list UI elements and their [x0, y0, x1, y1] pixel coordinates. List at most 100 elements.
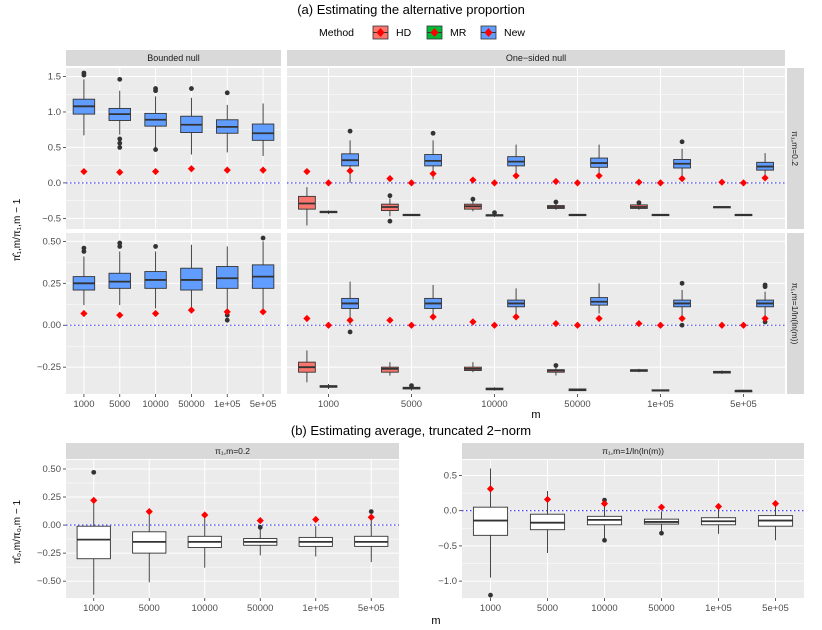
x-tick-label: 50000: [178, 399, 204, 410]
outlier-point: [602, 537, 607, 543]
panel-background: [66, 460, 399, 598]
mean-marker: [151, 309, 160, 318]
mean-marker: [486, 485, 495, 493]
y-tick-label: −1.0: [438, 576, 457, 587]
mean-marker: [512, 172, 520, 180]
mean-marker: [312, 515, 320, 524]
mean-marker: [346, 316, 354, 324]
legend: Method HD MR New: [319, 25, 525, 40]
mean-marker: [678, 175, 686, 183]
panel-a-bounded-bottom: −0.25 0.00 0.25 0.50 1000 5000 10000 50000 1e+05…: [37, 233, 281, 410]
x-tick-label: 5000: [537, 603, 558, 614]
mean-marker: [187, 306, 196, 314]
x-tick-label: 10000: [481, 399, 507, 410]
x-tick-label: 1e+05: [214, 399, 241, 410]
ylabel-part-a: π̂₁,m/π₁,m − 1: [11, 198, 23, 261]
x-tick-label: 10000: [591, 603, 617, 614]
mean-marker: [595, 172, 603, 180]
mean-marker: [429, 313, 437, 321]
panel-a-bounded-top: −0.5 0.0 0.5 1.0 1.5: [42, 68, 281, 229]
x-tick-label: 1e+05: [705, 603, 732, 614]
strip-one-sided-null: One−sided null: [287, 50, 785, 66]
outlier-point: [224, 90, 230, 96]
box-mr-10000: [485, 179, 504, 217]
y-tick-label: 0.5: [444, 470, 457, 481]
legend-item-mr: MR: [426, 25, 467, 40]
mean-marker: [116, 168, 124, 176]
outlier-point: [153, 244, 158, 249]
strip-label-row-pi-0.2: π₁,m=0.2: [790, 131, 800, 166]
box-hd-10000: [464, 176, 482, 212]
panel-a-onesided-top: [287, 68, 785, 229]
mean-marker: [201, 511, 209, 519]
outlier-point: [117, 140, 123, 146]
mean-marker: [552, 319, 560, 328]
y-tick-label: −0.25: [37, 548, 61, 559]
box-plain-50000: [243, 516, 278, 556]
box-mr-5000: [402, 321, 421, 391]
mean-marker: [552, 177, 560, 186]
outlier-point: [81, 245, 87, 251]
legend-label-hd: HD: [396, 27, 412, 39]
legend-label-mr: MR: [450, 27, 467, 39]
x-tick-label: 5e+05: [762, 603, 789, 614]
mean-marker: [151, 167, 160, 176]
x-tick-label: 1e+05: [647, 399, 674, 410]
box-plain-5e+05: [757, 500, 794, 541]
box-new-10000: [144, 244, 167, 318]
x-tick-label: 50000: [247, 603, 273, 614]
box-new-10000: [507, 288, 525, 321]
x-tick-label: 5000: [139, 603, 160, 614]
outlier-point: [553, 363, 559, 368]
mean-marker: [259, 166, 267, 174]
outlier-point: [153, 147, 158, 152]
y-tick-label: 0.0: [444, 506, 457, 517]
outlier-point: [387, 193, 393, 199]
mean-marker: [656, 321, 665, 329]
strip-label-b-pi-0.2: π₁,m=0.2: [215, 446, 250, 456]
outlier-point: [153, 86, 158, 91]
box-hd-10000: [464, 318, 482, 373]
mean-marker: [429, 170, 437, 178]
panel-background: [287, 68, 785, 229]
box-plain-50000: [643, 503, 680, 536]
box-new-50000: [590, 144, 608, 180]
box-mr-1e+05: [651, 321, 670, 392]
x-tick-label: 50000: [648, 603, 674, 614]
panels: −0.5 0.0 0.5 1.0 1.5 −0.25 0.00 0.25 0.50 1000 500…: [37, 68, 804, 614]
x-tick-label: 1e+05: [302, 603, 329, 614]
mean-marker: [635, 178, 643, 186]
box-plain-5e+05: [354, 509, 389, 563]
legend-item-hd: HD: [372, 25, 412, 40]
y-tick-label: 0.50: [43, 464, 62, 475]
box-new-1000: [341, 281, 359, 335]
y-tick-label: 0.5: [48, 142, 61, 153]
box-mr-5e+05: [734, 321, 753, 393]
box-mr-5e+05: [734, 179, 753, 217]
y-tick-label: 0.25: [43, 278, 62, 289]
title-part-a: (a) Estimating the alternative proportio…: [297, 2, 525, 17]
outlier-point: [659, 530, 664, 536]
x-tick-label: 10000: [192, 603, 218, 614]
xlabel-part-b: m: [431, 615, 440, 627]
outlier-point: [117, 136, 123, 142]
title-part-b: (b) Estimating average, truncated 2−norm: [291, 423, 531, 438]
mean-marker: [635, 319, 643, 328]
strip-label-bounded-null: Bounded null: [147, 53, 200, 63]
mean-marker: [714, 502, 723, 511]
y-tick-label: −0.25: [37, 362, 61, 373]
box-new-1e+05: [216, 246, 239, 323]
box-mr-50000: [568, 321, 587, 392]
box-mr-5000: [402, 179, 421, 217]
mean-marker: [739, 179, 748, 187]
x-tick-label: 10000: [142, 399, 168, 410]
box-new-5000: [108, 240, 131, 319]
mean-marker: [324, 321, 333, 329]
outlier-point: [488, 592, 493, 598]
box-new-50000: [590, 283, 608, 323]
outlier-point: [387, 218, 393, 224]
box-hd-1e+05: [630, 178, 648, 210]
mean-marker: [771, 500, 780, 508]
outlier-point: [91, 469, 97, 475]
